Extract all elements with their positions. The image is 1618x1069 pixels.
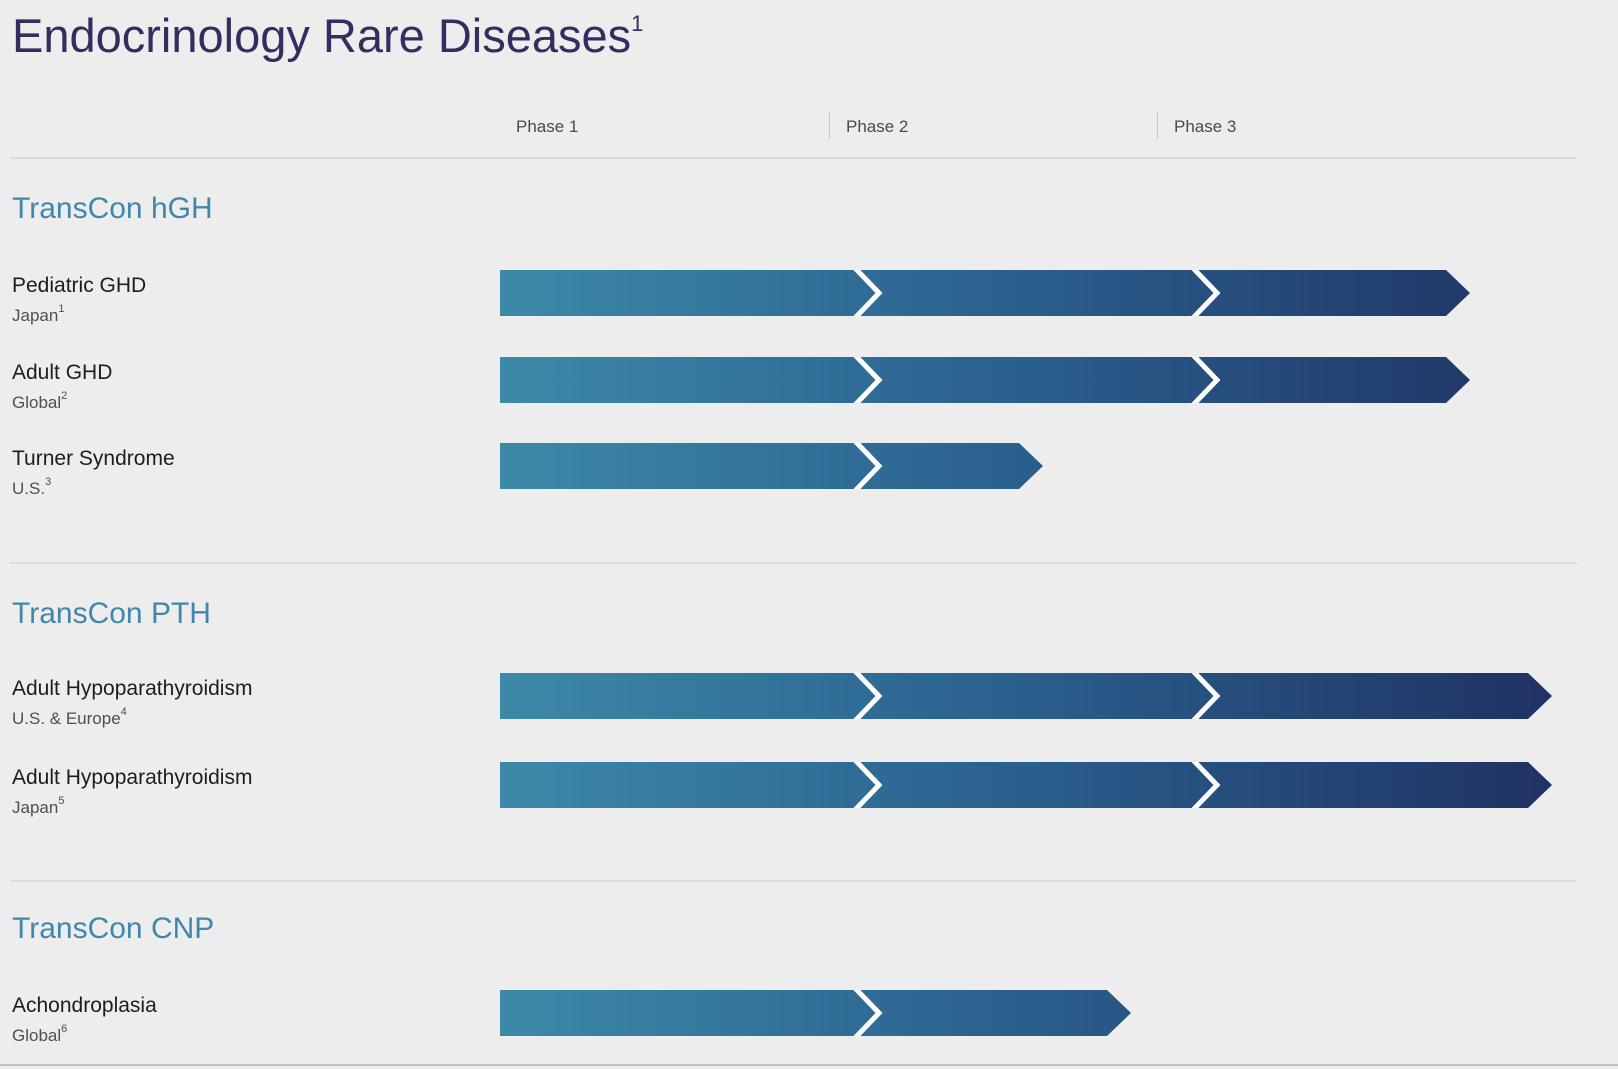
bar-chevron-overlay [500, 762, 1552, 808]
pipeline-progress-bar [500, 673, 1552, 719]
phase-boundary-chevron-icon [855, 270, 879, 316]
row-region-footnote-marker: 4 [120, 706, 127, 719]
phase-1-column-label: Phase 1 [516, 117, 579, 136]
pipeline-progress-bar [500, 270, 1470, 316]
row-region-footnote-marker: 3 [45, 476, 52, 489]
page-title-footnote-marker: 1 [631, 11, 644, 37]
row-region-label: Global6 [12, 1023, 68, 1046]
row-indication-label: Adult Hypoparathyroidism [12, 766, 253, 789]
row-region-text: Japan [12, 798, 59, 817]
phase-boundary-chevron-icon [1193, 762, 1217, 808]
phase-boundary-chevron-icon [855, 673, 879, 719]
pipeline-progress-bar [500, 762, 1552, 808]
row-region-footnote-marker: 5 [58, 795, 65, 808]
section-heading-transcon-pth[interactable]: TransCon PTH [12, 597, 211, 630]
page-title-text: Endocrinology Rare Diseases [12, 9, 632, 62]
phase-boundary-chevron-icon [855, 443, 879, 489]
phase-2-column-tick [829, 111, 830, 139]
section-divider [10, 562, 1577, 564]
phase-3-column-label: Phase 3 [1174, 117, 1237, 136]
bar-chevron-overlay [500, 673, 1552, 719]
bottom-divider [0, 1064, 1618, 1066]
section-heading-transcon-cnp[interactable]: TransCon CNP [12, 912, 215, 945]
bar-chevron-overlay [500, 990, 1131, 1036]
row-region-text: Global [12, 1026, 62, 1045]
pipeline-progress-bar [500, 990, 1131, 1036]
bar-chevron-overlay [500, 357, 1470, 403]
row-region-label: Japan5 [12, 795, 65, 818]
row-indication-label: Achondroplasia [12, 994, 157, 1017]
bar-chevron-overlay [500, 270, 1470, 316]
row-region-text: U.S. [12, 479, 46, 498]
pipeline-progress-bar [500, 443, 1043, 489]
row-indication-label: Adult GHD [12, 361, 113, 384]
pipeline-progress-bar [500, 357, 1470, 403]
section-divider [10, 880, 1577, 882]
row-region-text: U.S. & Europe [12, 709, 121, 728]
phase-boundary-chevron-icon [1193, 270, 1217, 316]
phase-boundary-chevron-icon [855, 762, 879, 808]
section-heading-transcon-hgh[interactable]: TransCon hGH [12, 192, 213, 225]
row-indication-label: Pediatric GHD [12, 274, 147, 297]
row-region-footnote-marker: 1 [58, 303, 65, 316]
row-region-text: Global [12, 393, 62, 412]
row-region-label: Global2 [12, 390, 68, 413]
phase-boundary-chevron-icon [855, 357, 879, 403]
row-region-text: Japan [12, 306, 59, 325]
page-title: Endocrinology Rare Diseases1 [12, 8, 643, 63]
row-region-footnote-marker: 2 [61, 390, 68, 403]
phase-3-column-tick [1157, 111, 1158, 139]
phase-boundary-chevron-icon [855, 990, 879, 1036]
row-region-footnote-marker: 6 [61, 1023, 68, 1036]
phase-boundary-chevron-icon [1193, 673, 1217, 719]
row-region-label: Japan1 [12, 303, 65, 326]
phase-2-column-label: Phase 2 [846, 117, 909, 136]
row-region-label: U.S.3 [12, 476, 52, 499]
bar-chevron-overlay [500, 443, 1043, 489]
phase-boundary-chevron-icon [1193, 357, 1217, 403]
header-divider [10, 157, 1577, 159]
row-region-label: U.S. & Europe4 [12, 706, 127, 729]
row-indication-label: Turner Syndrome [12, 447, 175, 470]
row-indication-label: Adult Hypoparathyroidism [12, 677, 253, 700]
